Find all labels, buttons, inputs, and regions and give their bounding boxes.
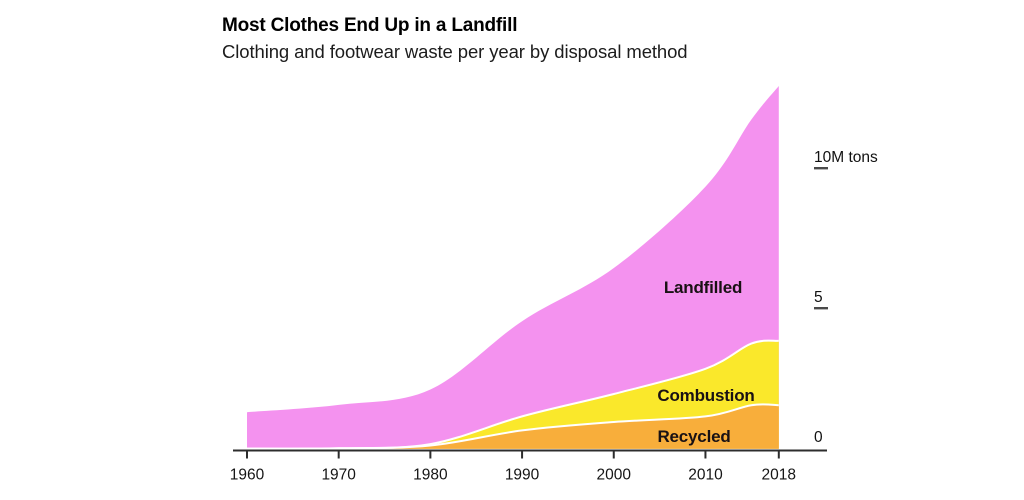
y-tick-label-0: 0 <box>814 429 823 446</box>
chart-subtitle: Clothing and footwear waste per year by … <box>222 41 688 62</box>
x-tick-label-1960: 1960 <box>230 467 265 484</box>
y-tick-dash-5 <box>814 307 828 310</box>
area-recycled <box>247 404 779 449</box>
chart-header: Most Clothes End Up in a Landfill Clothi… <box>222 13 688 63</box>
x-tick-label-2018: 2018 <box>762 467 796 484</box>
x-tick-label-2010: 2010 <box>688 467 723 484</box>
area-landfilled <box>247 86 779 449</box>
series-label-combustion: Combustion <box>657 386 755 405</box>
band-separator-combustion <box>246 339 779 450</box>
x-tick-label-1980: 1980 <box>413 467 448 484</box>
series-label-landfilled: Landfilled <box>663 278 743 297</box>
x-tick-label-1990: 1990 <box>505 467 540 484</box>
y-tick-dash-10 <box>814 167 828 170</box>
chart-title: Most Clothes End Up in a Landfill <box>222 15 518 36</box>
series-label-recycled: Recycled <box>657 427 731 446</box>
x-tick-label-1970: 1970 <box>321 467 356 484</box>
y-tick-label-10: 10M tons <box>814 149 878 166</box>
y-tick-label-5: 5 <box>814 289 823 306</box>
x-tick-label-2000: 2000 <box>597 467 632 484</box>
